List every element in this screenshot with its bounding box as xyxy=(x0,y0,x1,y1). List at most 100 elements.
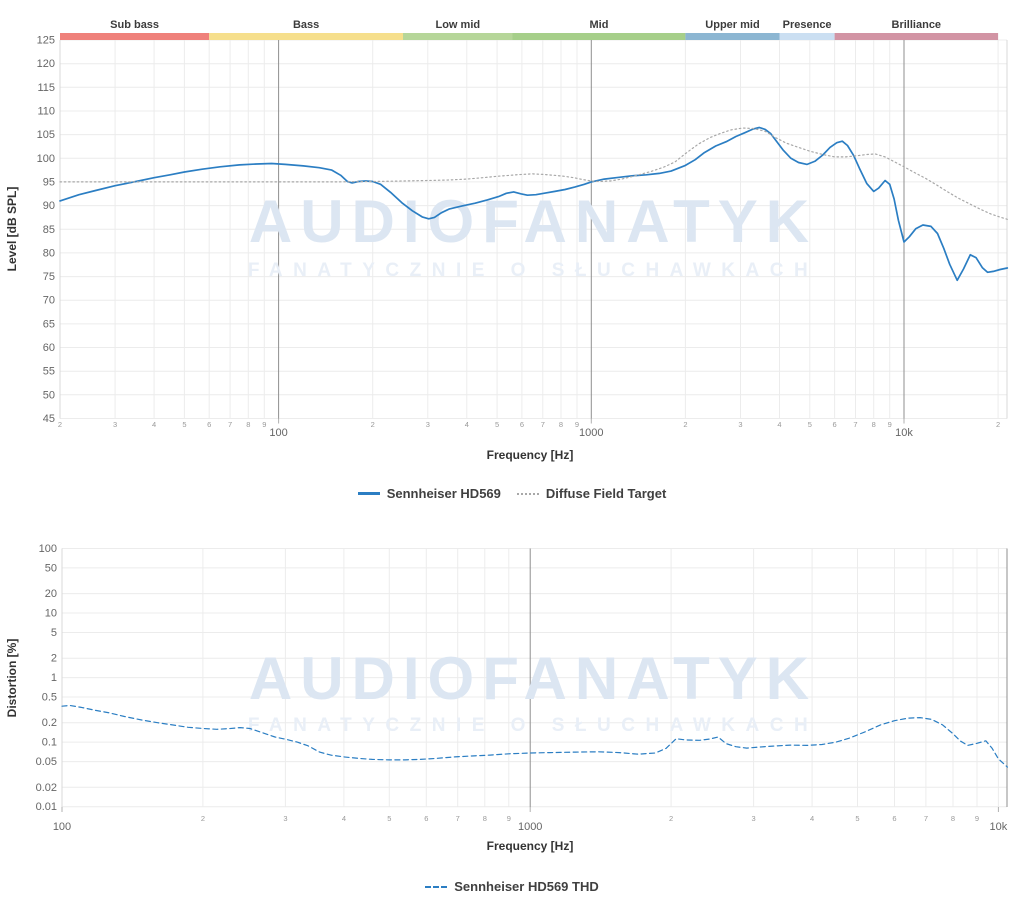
band-upper-mid xyxy=(685,33,780,40)
x-minor-tick-label: 8 xyxy=(483,814,487,823)
x-minor-tick-label: 2 xyxy=(58,420,62,429)
x-minor-tick-label: 5 xyxy=(855,814,859,823)
x-minor-tick-label: 3 xyxy=(752,814,756,823)
x-major-tick-label: 10k xyxy=(990,821,1008,833)
y-tick-label: 110 xyxy=(37,106,55,118)
x-minor-tick-label: 2 xyxy=(201,814,205,823)
y-tick-label: 0.2 xyxy=(42,717,57,729)
x-minor-tick-label: 5 xyxy=(495,420,499,429)
x-minor-tick-label: 2 xyxy=(683,420,687,429)
x-major-tick-label: 100 xyxy=(53,821,71,833)
dotted-line-swatch-icon xyxy=(516,492,539,495)
band-label: Upper mid xyxy=(705,19,759,31)
legend-label: Diffuse Field Target xyxy=(545,486,667,501)
x-minor-tick-label: 8 xyxy=(872,420,876,429)
x-minor-tick-label: 6 xyxy=(833,420,837,429)
legend-item-sennheiser-hd569-thd[interactable]: Sennheiser HD569 THD xyxy=(425,879,599,894)
x-minor-tick-label: 7 xyxy=(228,420,232,429)
bottom-y-axis-title: Distortion [%] xyxy=(5,639,19,718)
y-tick-label: 105 xyxy=(37,129,55,141)
band-brilliance xyxy=(834,33,999,40)
series-sennheiser-hd569[interactable] xyxy=(59,126,1009,282)
x-major-tick-label: 100 xyxy=(269,427,287,439)
bottom-chart-legend: Sennheiser HD569 THD xyxy=(0,879,1024,894)
x-minor-tick-label: 4 xyxy=(152,420,156,429)
y-tick-label: 5 xyxy=(51,627,57,639)
x-minor-tick-label: 9 xyxy=(262,420,266,429)
top-chart-legend: Sennheiser HD569 Diffuse Field Target xyxy=(0,486,1024,501)
x-minor-tick-label: 8 xyxy=(951,814,955,823)
y-tick-label: 85 xyxy=(43,224,55,236)
band-presence xyxy=(779,33,835,40)
band-label: Bass xyxy=(293,19,319,31)
x-minor-tick-label: 3 xyxy=(738,420,742,429)
watermark-subtitle: FANATYCZNIE O SŁUCHAWKACH xyxy=(248,260,818,281)
x-major-tick-label: 1000 xyxy=(579,427,603,439)
y-tick-label: 125 xyxy=(37,35,55,47)
watermark-title: AUDIOFANATYK xyxy=(249,645,817,712)
x-minor-tick-label: 6 xyxy=(892,814,896,823)
band-label: Sub bass xyxy=(110,19,159,31)
band-sub-bass xyxy=(60,33,210,40)
top-y-axis-title: Level [dB SPL] xyxy=(5,187,19,272)
band-bass xyxy=(209,33,403,40)
band-label: Presence xyxy=(783,19,832,31)
x-minor-tick-label: 2 xyxy=(996,420,1000,429)
watermark-title: AUDIOFANATYK xyxy=(249,188,817,255)
solid-line-swatch-icon xyxy=(357,492,380,495)
y-tick-label: 90 xyxy=(43,200,55,212)
x-minor-tick-label: 9 xyxy=(888,420,892,429)
y-tick-label: 0.01 xyxy=(36,801,57,813)
x-minor-tick-label: 5 xyxy=(808,420,812,429)
band-label: Low mid xyxy=(435,19,480,31)
top-x-axis-title: Frequency [Hz] xyxy=(487,448,574,462)
y-tick-label: 45 xyxy=(43,413,55,425)
x-minor-tick-label: 6 xyxy=(207,420,211,429)
x-minor-tick-label: 7 xyxy=(456,814,460,823)
dashed-line-swatch-icon xyxy=(425,885,448,888)
x-minor-tick-label: 2 xyxy=(669,814,673,823)
y-tick-label: 50 xyxy=(45,562,57,574)
x-minor-tick-label: 4 xyxy=(465,420,469,429)
y-tick-label: 20 xyxy=(45,588,57,600)
series-sennheiser-hd569-thd[interactable] xyxy=(61,704,1008,768)
y-tick-label: 0.02 xyxy=(36,782,57,794)
chart-1: 100 1000 10k 2 3 4 5 6 7 8 9 2 3 4 5 6 7 8 9 100 50 20 10 5 2 1 0.… xyxy=(36,543,1008,833)
y-tick-label: 1 xyxy=(51,672,57,684)
legend-label: Sennheiser HD569 xyxy=(386,486,501,501)
y-tick-label: 120 xyxy=(37,58,55,70)
x-minor-tick-label: 6 xyxy=(520,420,524,429)
x-minor-tick-label: 9 xyxy=(975,814,979,823)
x-minor-tick-label: 5 xyxy=(387,814,391,823)
legend-item-diffuse-field-target[interactable]: Diffuse Field Target xyxy=(516,486,667,501)
band-low-mid xyxy=(403,33,513,40)
band-label: Mid xyxy=(590,19,609,31)
band-mid xyxy=(512,33,686,40)
x-minor-tick-label: 8 xyxy=(559,420,563,429)
y-tick-label: 80 xyxy=(43,247,55,259)
legend-item-sennheiser-hd569[interactable]: Sennheiser HD569 xyxy=(357,486,501,501)
series-diffuse-field-target[interactable] xyxy=(59,127,1008,220)
legend-label: Sennheiser HD569 THD xyxy=(454,879,599,894)
x-minor-tick-label: 9 xyxy=(507,814,511,823)
x-minor-tick-label: 4 xyxy=(777,420,781,429)
watermark-subtitle: FANATYCZNIE O SŁUCHAWKACH xyxy=(248,715,818,736)
x-minor-tick-label: 3 xyxy=(283,814,287,823)
y-tick-label: 55 xyxy=(43,366,55,378)
x-minor-tick-label: 9 xyxy=(575,420,579,429)
y-tick-label: 65 xyxy=(43,318,55,330)
x-minor-tick-label: 6 xyxy=(424,814,428,823)
x-minor-tick-label: 5 xyxy=(182,420,186,429)
y-tick-label: 100 xyxy=(39,543,57,555)
y-tick-label: 60 xyxy=(43,342,55,354)
y-tick-label: 0.05 xyxy=(36,756,57,768)
x-major-tick-label: 10k xyxy=(895,427,913,439)
x-minor-tick-label: 4 xyxy=(810,814,814,823)
y-tick-label: 0.1 xyxy=(42,737,57,749)
bottom-x-axis-title: Frequency [Hz] xyxy=(487,839,574,853)
y-tick-label: 10 xyxy=(45,608,57,620)
y-tick-label: 50 xyxy=(43,389,55,401)
